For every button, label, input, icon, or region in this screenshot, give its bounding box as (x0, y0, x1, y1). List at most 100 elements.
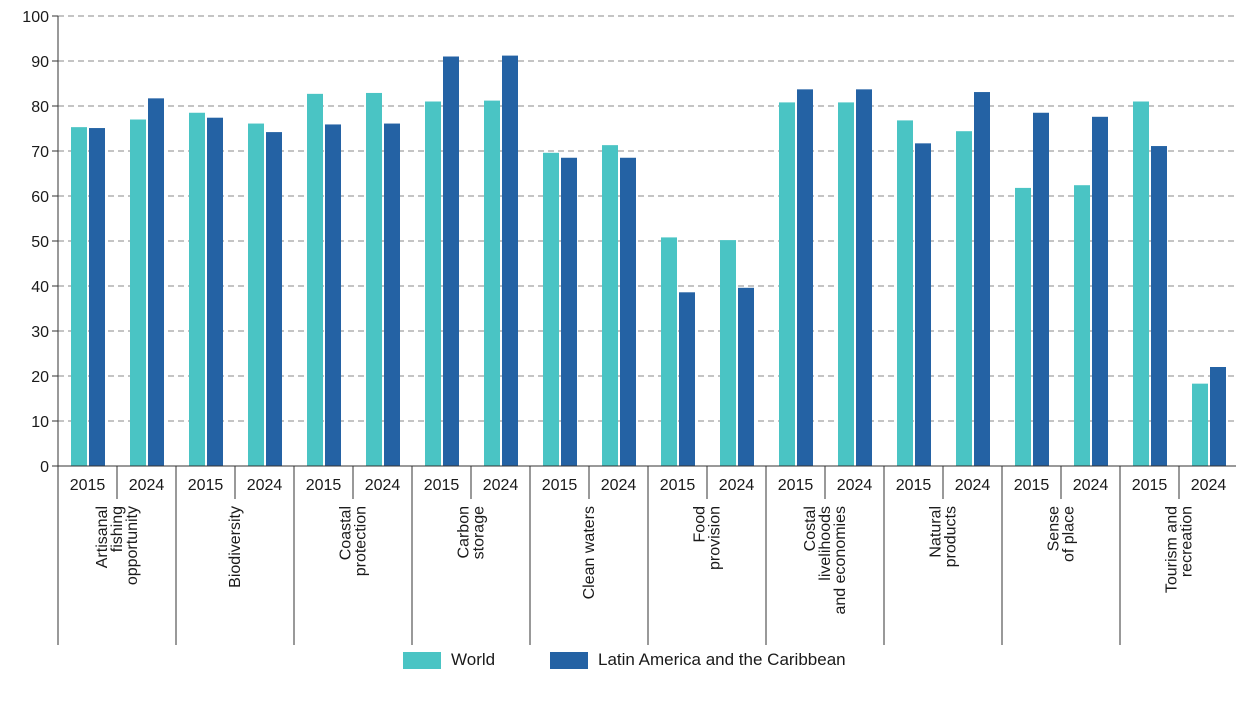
category-label-6: Costallivelihoodsand economies (802, 506, 849, 615)
x-tick-year-1-2024: 2024 (247, 477, 283, 494)
bar-latam-0-2015 (89, 128, 105, 466)
x-tick-year-2-2015: 2015 (306, 477, 342, 494)
x-tick-year-3-2024: 2024 (483, 477, 519, 494)
bar-world-9-2024 (1192, 384, 1208, 466)
x-tick-year-6-2024: 2024 (837, 477, 873, 494)
bar-latam-4-2015 (561, 158, 577, 466)
legend: World Latin America and the Caribbean (0, 650, 1236, 674)
x-tick-year-5-2024: 2024 (719, 477, 755, 494)
bar-latam-3-2024 (502, 56, 518, 466)
x-tick-year-0-2015: 2015 (70, 477, 106, 494)
bar-latam-6-2015 (797, 89, 813, 466)
x-tick-year-3-2015: 2015 (424, 477, 460, 494)
bar-latam-0-2024 (148, 98, 164, 466)
bar-world-3-2015 (425, 102, 441, 467)
bar-world-8-2024 (1074, 185, 1090, 466)
bar-world-0-2015 (71, 127, 87, 466)
y-tick-label-40: 40 (31, 279, 49, 296)
legend-item-latin-america: Latin America and the Caribbean (550, 650, 846, 670)
category-label-1: Biodiversity (227, 506, 244, 588)
category-label-line-1-0: Biodiversity (227, 506, 244, 588)
x-tick-year-7-2024: 2024 (955, 477, 991, 494)
y-axis: 0 10 20 30 40 50 60 70 80 90 100 (22, 9, 58, 476)
y-tick-label-90: 90 (31, 54, 49, 71)
x-tick-year-4-2024: 2024 (601, 477, 637, 494)
grid-lines (58, 16, 1236, 421)
category-label-line-6-2: and economies (832, 506, 849, 615)
category-label-line-9-1: recreation (1179, 506, 1196, 577)
bar-world-9-2015 (1133, 102, 1149, 467)
bar-latam-1-2015 (207, 118, 223, 466)
bar-latam-4-2024 (620, 158, 636, 466)
x-tick-year-1-2015: 2015 (188, 477, 224, 494)
category-label-line-7-1: products (943, 506, 960, 567)
bar-latam-2-2015 (325, 124, 341, 466)
y-tick-label-10: 10 (31, 414, 49, 431)
bar-world-1-2015 (189, 113, 205, 466)
x-tick-year-9-2015: 2015 (1132, 477, 1168, 494)
bar-world-4-2024 (602, 145, 618, 466)
y-tick-label-20: 20 (31, 369, 49, 386)
bar-world-8-2015 (1015, 188, 1031, 466)
legend-swatch-latin-america (550, 652, 588, 669)
bar-latam-6-2024 (856, 89, 872, 466)
category-label-line-4-0: Clean waters (581, 506, 598, 599)
bar-world-1-2024 (248, 124, 264, 466)
bar-world-7-2015 (897, 120, 913, 466)
y-tick-label-100: 100 (22, 9, 49, 26)
bar-latam-7-2024 (974, 92, 990, 466)
x-tick-year-2-2024: 2024 (365, 477, 401, 494)
category-label-line-3-1: storage (471, 506, 488, 559)
y-tick-label-50: 50 (31, 234, 49, 251)
bar-world-4-2015 (543, 153, 559, 466)
bar-latam-5-2024 (738, 288, 754, 466)
x-tick-year-4-2015: 2015 (542, 477, 578, 494)
x-tick-year-5-2015: 2015 (660, 477, 696, 494)
bar-latam-9-2024 (1210, 367, 1226, 466)
legend-label-world: World (451, 650, 495, 670)
x-tick-year-0-2024: 2024 (129, 477, 165, 494)
bar-world-6-2024 (838, 102, 854, 466)
y-tick-label-80: 80 (31, 99, 49, 116)
bar-world-3-2024 (484, 101, 500, 466)
y-tick-label-30: 30 (31, 324, 49, 341)
x-tick-year-9-2024: 2024 (1191, 477, 1227, 494)
category-label-line-5-1: provision (707, 506, 724, 570)
bar-latam-2-2024 (384, 124, 400, 466)
bar-world-2-2015 (307, 94, 323, 466)
bar-latam-3-2015 (443, 57, 459, 467)
bar-world-0-2024 (130, 120, 146, 467)
bar-latam-1-2024 (266, 132, 282, 466)
x-tick-year-7-2015: 2015 (896, 477, 932, 494)
bar-latam-9-2015 (1151, 146, 1167, 466)
legend-item-world: World (403, 650, 495, 670)
bar-world-5-2015 (661, 237, 677, 466)
bar-world-2-2024 (366, 93, 382, 466)
bars (71, 56, 1226, 466)
category-label-line-0-2: opportunity (124, 506, 141, 585)
y-tick-label-70: 70 (31, 144, 49, 161)
bar-world-5-2024 (720, 240, 736, 466)
x-tick-year-6-2015: 2015 (778, 477, 814, 494)
y-tick-label-60: 60 (31, 189, 49, 206)
bar-world-6-2015 (779, 102, 795, 466)
bar-world-7-2024 (956, 131, 972, 466)
legend-label-latin-america: Latin America and the Caribbean (598, 650, 846, 670)
bar-latam-7-2015 (915, 143, 931, 466)
bar-latam-8-2015 (1033, 113, 1049, 466)
bar-latam-8-2024 (1092, 117, 1108, 466)
category-label-line-2-1: protection (353, 506, 370, 576)
bar-chart: 0 10 20 30 40 50 60 70 80 90 100 2015 2024 Artisanal… (0, 0, 1236, 645)
category-label-line-8-1: of place (1061, 506, 1078, 562)
legend-swatch-world (403, 652, 441, 669)
y-tick-label-0: 0 (40, 459, 49, 476)
bar-latam-5-2015 (679, 292, 695, 466)
